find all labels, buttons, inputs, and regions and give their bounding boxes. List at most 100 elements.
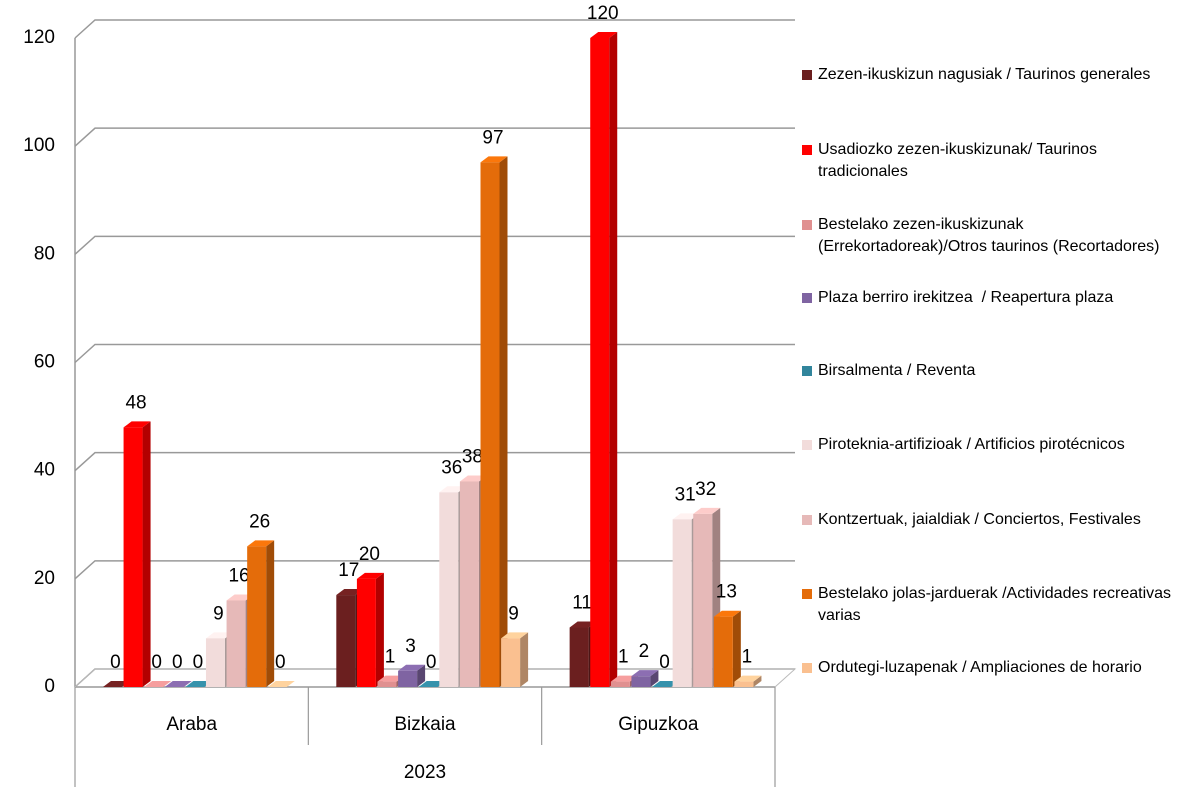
bar bbox=[398, 664, 426, 687]
legend-item: Usadiozko zezen-ikuskizunak/ Taurinos tr… bbox=[802, 139, 1180, 183]
bar-top bbox=[185, 681, 213, 687]
bar-top bbox=[123, 421, 151, 428]
legend-item: Ordutegi-luzapenak / Ampliaciones de hor… bbox=[802, 657, 1180, 679]
bar-top bbox=[693, 507, 721, 514]
bar-side bbox=[375, 572, 384, 687]
bar-front bbox=[693, 513, 713, 687]
bar bbox=[631, 670, 659, 687]
bar-front bbox=[713, 616, 733, 687]
group-label: 2023 bbox=[404, 762, 446, 783]
bar bbox=[123, 421, 151, 687]
legend-item: Zezen-ikuskizun nagusiak / Taurinos gene… bbox=[802, 64, 1180, 86]
bar-top bbox=[610, 675, 638, 682]
bar-front bbox=[734, 681, 754, 687]
bar-front bbox=[123, 427, 143, 687]
bar bbox=[590, 32, 618, 687]
bar-side bbox=[266, 540, 275, 687]
legend-swatch bbox=[802, 145, 812, 155]
bar bbox=[102, 681, 130, 688]
bar-top bbox=[144, 681, 172, 687]
data-label: 0 bbox=[172, 652, 183, 673]
legend-label: Zezen-ikuskizun nagusiak / Taurinos gene… bbox=[818, 66, 1151, 83]
data-label: 1 bbox=[742, 647, 753, 668]
data-label: 38 bbox=[462, 446, 483, 467]
data-label: 97 bbox=[482, 127, 503, 148]
data-label: 36 bbox=[441, 457, 462, 478]
bar-side bbox=[732, 610, 741, 687]
legend-item: Piroteknia-artifizioak / Artificios piro… bbox=[802, 434, 1180, 456]
bar-top bbox=[569, 621, 597, 628]
legend-label: Kontzertuak, jaialdiak / Conciertos, Fes… bbox=[818, 511, 1141, 528]
bar-front bbox=[631, 676, 651, 687]
grid-line bbox=[74, 235, 795, 255]
bar-top bbox=[652, 681, 680, 687]
legend-label: Piroteknia-artifizioak / Artificios piro… bbox=[818, 436, 1125, 453]
legend-swatch bbox=[802, 366, 812, 376]
bar-side bbox=[417, 664, 426, 687]
bar-front bbox=[501, 638, 521, 687]
bar bbox=[144, 681, 172, 688]
data-label: 1 bbox=[385, 647, 396, 668]
bar-front bbox=[439, 492, 459, 687]
data-label: 32 bbox=[695, 479, 716, 500]
data-label: 31 bbox=[675, 484, 696, 505]
bar-top bbox=[713, 610, 741, 617]
bar-side bbox=[520, 632, 529, 687]
legend-swatch bbox=[802, 589, 812, 599]
bar-front bbox=[590, 38, 610, 687]
data-label: 9 bbox=[508, 603, 519, 624]
bar-front bbox=[672, 519, 692, 687]
bar bbox=[267, 681, 295, 688]
data-label: 2 bbox=[639, 641, 650, 662]
y-tick-label: 120 bbox=[23, 27, 55, 48]
bar bbox=[164, 681, 192, 688]
data-label: 3 bbox=[405, 636, 416, 657]
legend-item: Birsalmenta / Reventa bbox=[802, 360, 1180, 382]
bar-side bbox=[609, 32, 618, 687]
bar-front bbox=[356, 578, 376, 687]
legend-label: Usadiozko zezen-ikuskizunak/ Taurinos tr… bbox=[818, 141, 1102, 180]
legend-swatch bbox=[802, 220, 812, 230]
bar-top bbox=[631, 670, 659, 677]
data-label: 0 bbox=[151, 652, 162, 673]
data-label: 1 bbox=[618, 647, 629, 668]
data-label: 17 bbox=[338, 560, 359, 581]
bar-top bbox=[377, 675, 405, 682]
bar bbox=[713, 610, 741, 687]
bar bbox=[501, 632, 529, 687]
x-tick-label: Araba bbox=[166, 714, 217, 735]
bar-front bbox=[610, 681, 630, 687]
y-tick-label: 0 bbox=[44, 676, 55, 697]
legend-label: Ordutegi-luzapenak / Ampliaciones de hor… bbox=[818, 659, 1142, 676]
bar-top bbox=[164, 681, 192, 687]
bar bbox=[418, 681, 446, 688]
bar-front bbox=[569, 627, 589, 687]
bar-side bbox=[650, 670, 659, 687]
x-tick-label: Bizkaia bbox=[394, 714, 456, 735]
data-label: 9 bbox=[213, 603, 224, 624]
y-tick-label: 80 bbox=[34, 243, 55, 264]
bar-front bbox=[459, 481, 479, 687]
legend-swatch bbox=[802, 440, 812, 450]
grid-line bbox=[74, 560, 795, 580]
bar bbox=[356, 572, 384, 687]
data-label: 26 bbox=[249, 511, 270, 532]
bar bbox=[734, 675, 762, 687]
bar-top bbox=[356, 572, 384, 579]
data-label: 0 bbox=[426, 652, 437, 673]
bar-side bbox=[753, 675, 762, 687]
y-tick-label: 60 bbox=[34, 352, 55, 373]
data-label: 0 bbox=[275, 652, 286, 673]
x-tick-label: Gipuzkoa bbox=[618, 714, 699, 735]
data-label: 13 bbox=[716, 582, 737, 603]
data-label: 120 bbox=[587, 3, 619, 24]
bar-top bbox=[247, 540, 275, 547]
data-label: 0 bbox=[110, 652, 121, 673]
bar-top bbox=[102, 681, 130, 687]
legend-label: Plaza berriro irekitzea / Reapertura pla… bbox=[818, 289, 1114, 306]
bar-top bbox=[734, 675, 762, 682]
legend-label: Bestelako jolas-jarduerak /Actividades r… bbox=[818, 585, 1176, 624]
bar-top bbox=[267, 681, 295, 687]
bar-front bbox=[377, 681, 397, 687]
